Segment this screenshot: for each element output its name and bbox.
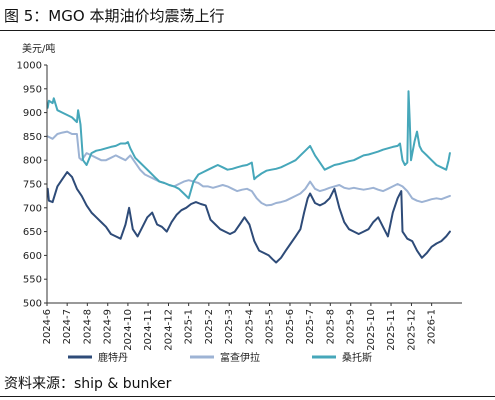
line-chart: 美元/吨 5005506006507007508008509009501000 …	[17, 42, 462, 364]
y-tick-label: 750	[23, 180, 42, 191]
x-tick-label: 2025-9	[346, 309, 357, 344]
x-tick-label: 2025-8	[325, 309, 336, 344]
x-tick-label: 2025-11	[386, 309, 397, 351]
chart-legend: 鹿特丹 富查伊拉 桑托斯	[68, 351, 372, 364]
x-tick-label: 2025-1	[184, 309, 195, 344]
y-tick-label: 800	[23, 156, 42, 167]
y-tick-label: 1000	[17, 61, 42, 72]
x-tick-label: 2025-2	[204, 309, 215, 344]
y-axis-label: 美元/吨	[22, 42, 55, 55]
x-tick-label: 2024-10	[123, 309, 134, 351]
y-tick-label: 900	[23, 108, 42, 119]
x-axis-ticks: 2024-6 2024-7 2024-8 2024-9 2024-10 2024-11 20…	[42, 303, 438, 351]
series-lines	[46, 90, 451, 264]
x-tick-label: 2025-3	[224, 309, 235, 344]
figure-title: 图 5：MGO 本期油价均震荡上行	[4, 7, 225, 25]
x-tick-label: 2025-5	[265, 309, 276, 344]
legend-label-1: 鹿特丹	[98, 351, 128, 364]
y-tick-label: 850	[23, 132, 42, 143]
y-tick-label: 700	[23, 203, 42, 214]
y-tick-label: 600	[23, 251, 42, 262]
series-line-2	[46, 130, 451, 207]
x-tick-label: 2026-1	[427, 309, 438, 344]
y-tick-label: 650	[23, 227, 42, 238]
x-tick-label: 2025-7	[305, 309, 316, 344]
x-tick-label: 2025-10	[366, 309, 377, 351]
x-tick-label: 2025-6	[285, 309, 296, 344]
x-tick-label: 2024-9	[103, 309, 114, 344]
series-line-3	[46, 90, 451, 200]
figure-source: 资料来源：ship & bunker	[4, 376, 172, 392]
source-divider	[0, 396, 495, 397]
legend-label-3: 桑托斯	[342, 351, 372, 364]
y-tick-label: 500	[23, 299, 42, 310]
x-tick-label: 2025-12	[406, 309, 417, 351]
title-divider	[0, 30, 495, 31]
x-tick-label: 2024-8	[82, 309, 93, 344]
x-tick-label: 2024-12	[163, 309, 174, 351]
y-tick-label: 550	[23, 275, 42, 286]
series-line-1	[46, 171, 451, 264]
x-tick-label: 2025-4	[244, 309, 255, 344]
y-axis-ticks: 500 550 600 650 700 750 800 850 900 950 1000	[17, 61, 47, 310]
x-tick-label: 2024-7	[62, 309, 73, 344]
y-tick-label: 950	[23, 84, 42, 95]
legend-label-2: 富查伊拉	[220, 351, 260, 364]
x-tick-label: 2024-11	[143, 309, 154, 351]
x-tick-label: 2024-6	[42, 309, 53, 344]
